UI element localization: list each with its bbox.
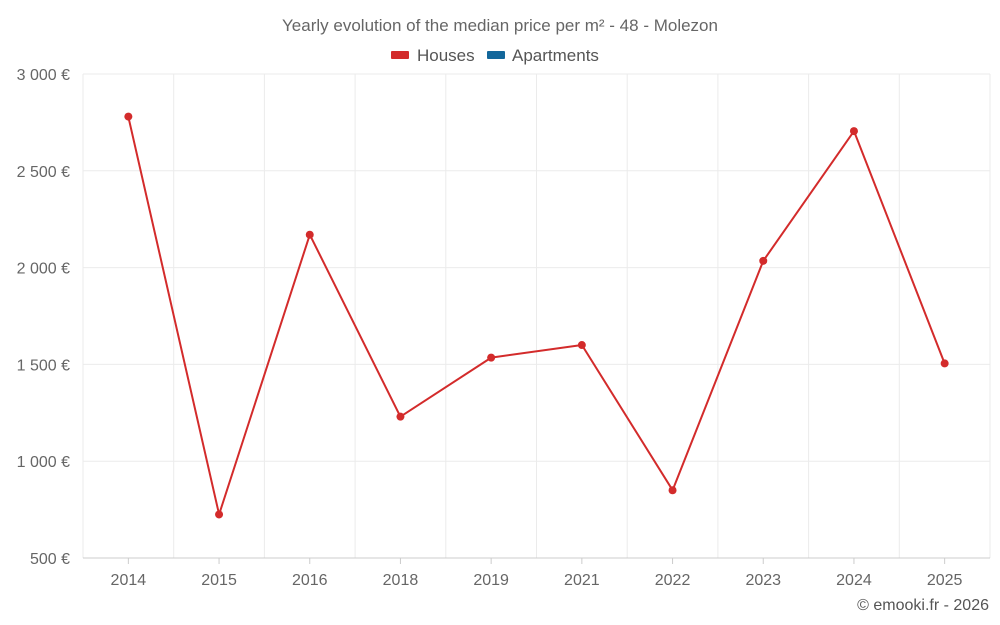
- x-tick-label: 2014: [111, 572, 147, 589]
- y-tick-label: 3 000 €: [17, 67, 70, 84]
- data-point-houses[interactable]: [124, 112, 133, 121]
- y-axis: 500 € 1 000 € 1 500 € 2 000 € 2 500 € 3 000 €: [17, 67, 70, 568]
- copyright: © emooki.fr - 2026: [857, 597, 989, 614]
- legend-swatch-apartments: [487, 51, 505, 59]
- data-point-houses[interactable]: [305, 230, 314, 239]
- y-tick-label: 2 500 €: [17, 164, 70, 181]
- data-point-houses[interactable]: [759, 256, 768, 265]
- data-point-houses[interactable]: [577, 341, 586, 350]
- legend-swatch-houses: [391, 51, 409, 59]
- x-tick-label: 2025: [927, 572, 963, 589]
- series-houses: [124, 112, 949, 519]
- legend-label-houses: Houses: [417, 46, 475, 65]
- data-point-houses[interactable]: [487, 353, 496, 362]
- y-tick-label: 2 000 €: [17, 261, 70, 278]
- x-axis: 2014 2015 2016 2018 2019 2021 2022 2023 2024 2025: [83, 557, 990, 589]
- y-tick-label: 500 €: [30, 551, 70, 568]
- legend: Houses Apartments: [391, 46, 599, 65]
- legend-item-apartments[interactable]: Apartments: [487, 46, 599, 65]
- y-tick-label: 1 500 €: [17, 357, 70, 374]
- grid: [82, 73, 991, 559]
- x-tick-label: 2016: [292, 572, 328, 589]
- data-point-houses[interactable]: [668, 486, 677, 495]
- x-tick-label: 2018: [383, 572, 419, 589]
- data-point-houses[interactable]: [396, 412, 405, 421]
- x-tick-label: 2022: [655, 572, 691, 589]
- data-point-houses[interactable]: [940, 359, 949, 368]
- legend-label-apartments: Apartments: [512, 46, 599, 65]
- x-tick-label: 2023: [745, 572, 781, 589]
- x-tick-label: 2021: [564, 572, 600, 589]
- series-line-houses: [127, 116, 946, 516]
- data-point-houses[interactable]: [215, 510, 224, 519]
- x-tick-label: 2015: [201, 572, 237, 589]
- x-tick-label: 2024: [836, 572, 872, 589]
- y-tick-label: 1 000 €: [17, 454, 70, 471]
- data-point-houses[interactable]: [849, 127, 858, 136]
- x-tick-label: 2019: [473, 572, 509, 589]
- legend-item-houses[interactable]: Houses: [391, 46, 475, 65]
- chart-title: Yearly evolution of the median price per…: [282, 16, 718, 35]
